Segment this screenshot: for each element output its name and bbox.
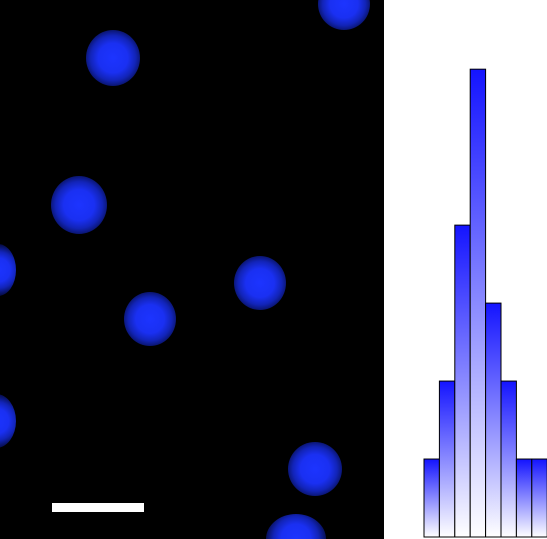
nucleus [266, 514, 326, 539]
fluorescence-micrograph [0, 0, 384, 539]
scale-bar [52, 503, 144, 512]
nucleus [124, 292, 176, 346]
histogram-bar [469, 68, 487, 538]
histogram-bar [485, 302, 502, 538]
nucleus [0, 394, 16, 448]
histogram-bar [454, 224, 471, 538]
nucleus [0, 244, 16, 296]
nucleus [86, 30, 140, 86]
histogram-bar [531, 458, 547, 538]
nucleus [51, 176, 107, 234]
histogram-bar [500, 380, 517, 538]
histogram-plot [423, 68, 547, 538]
nucleus [318, 0, 370, 30]
nucleus [234, 256, 286, 310]
intensity-histogram [384, 0, 547, 539]
nucleus [288, 442, 342, 496]
histogram-bar [438, 380, 456, 538]
histogram-bar [515, 458, 533, 538]
histogram-bar [423, 458, 440, 538]
